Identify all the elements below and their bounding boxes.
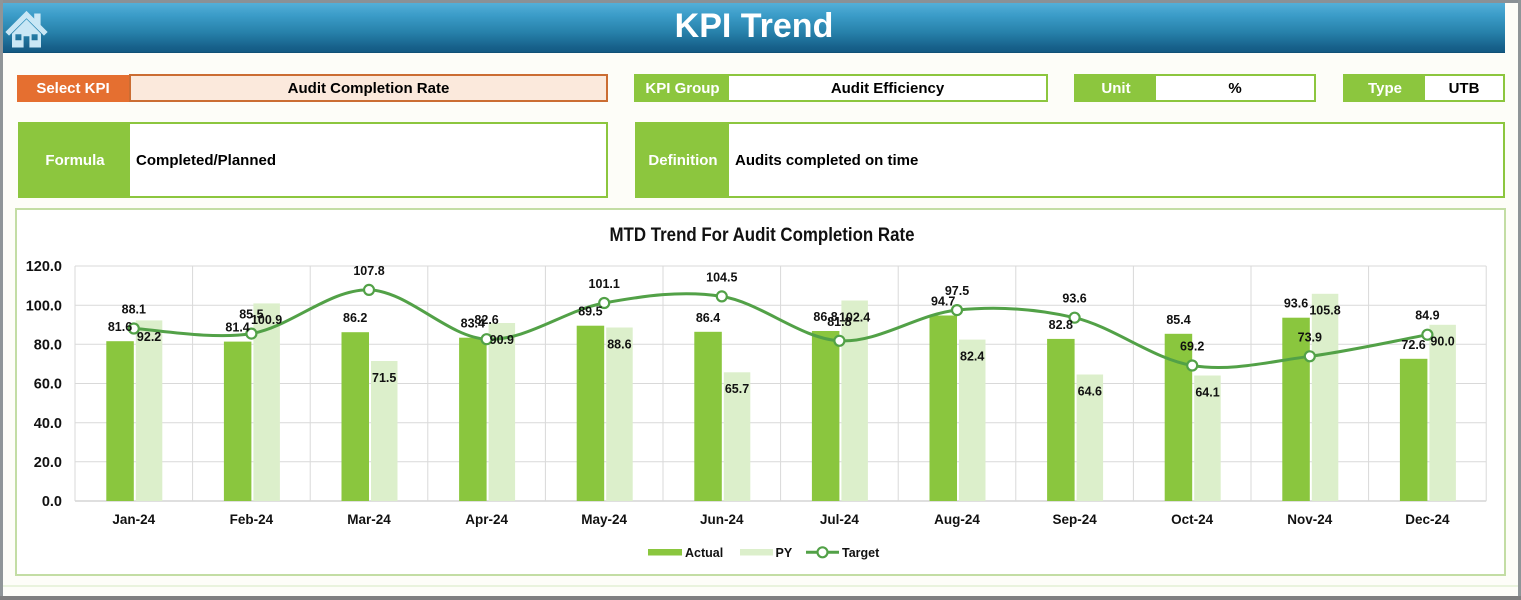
svg-text:83.4: 83.4 <box>461 317 485 331</box>
svg-text:Mar-24: Mar-24 <box>347 512 391 527</box>
svg-text:82.8: 82.8 <box>1049 318 1073 332</box>
svg-text:92.2: 92.2 <box>137 330 161 344</box>
svg-text:90.0: 90.0 <box>1430 335 1454 349</box>
svg-text:88.6: 88.6 <box>607 337 631 351</box>
svg-text:85.5: 85.5 <box>239 308 263 322</box>
svg-text:105.8: 105.8 <box>1309 304 1340 318</box>
svg-text:Jun-24: Jun-24 <box>700 512 744 527</box>
svg-text:Oct-24: Oct-24 <box>1171 512 1214 527</box>
svg-text:82.4: 82.4 <box>960 349 984 363</box>
svg-text:Target: Target <box>842 546 880 560</box>
svg-text:May-24: May-24 <box>581 512 627 527</box>
svg-text:Actual: Actual <box>685 546 723 560</box>
svg-text:81.6: 81.6 <box>108 320 132 334</box>
svg-text:Dec-24: Dec-24 <box>1405 512 1450 527</box>
svg-text:40.0: 40.0 <box>34 416 62 432</box>
svg-text:20.0: 20.0 <box>34 455 62 471</box>
svg-text:82.6: 82.6 <box>474 313 498 327</box>
svg-text:97.5: 97.5 <box>945 284 969 298</box>
svg-text:Feb-24: Feb-24 <box>230 512 274 527</box>
svg-text:69.2: 69.2 <box>1180 340 1204 354</box>
svg-text:Jan-24: Jan-24 <box>112 512 155 527</box>
svg-text:100.9: 100.9 <box>251 313 282 327</box>
svg-text:84.9: 84.9 <box>1415 309 1439 323</box>
svg-text:81.8: 81.8 <box>827 315 851 329</box>
svg-text:80.0: 80.0 <box>34 338 62 354</box>
svg-text:MTD Trend For Audit Completion: MTD Trend For Audit Completion Rate <box>610 225 915 246</box>
svg-text:101.1: 101.1 <box>589 277 620 291</box>
svg-text:86.2: 86.2 <box>343 311 367 325</box>
svg-text:65.7: 65.7 <box>725 382 749 396</box>
svg-text:93.6: 93.6 <box>1284 297 1308 311</box>
svg-text:85.4: 85.4 <box>1166 313 1190 327</box>
svg-text:Jul-24: Jul-24 <box>820 512 860 527</box>
svg-text:120.0: 120.0 <box>26 259 62 275</box>
svg-text:104.5: 104.5 <box>706 270 737 284</box>
svg-text:107.8: 107.8 <box>353 264 384 278</box>
svg-text:Aug-24: Aug-24 <box>934 512 980 527</box>
svg-text:PY: PY <box>776 546 793 560</box>
svg-text:Nov-24: Nov-24 <box>1287 512 1333 527</box>
svg-text:72.6: 72.6 <box>1401 338 1425 352</box>
svg-text:86.4: 86.4 <box>696 311 720 325</box>
svg-text:0.0: 0.0 <box>42 494 62 510</box>
svg-text:Sep-24: Sep-24 <box>1052 512 1097 527</box>
svg-text:93.6: 93.6 <box>1062 292 1086 306</box>
svg-text:71.5: 71.5 <box>372 371 396 385</box>
svg-text:89.5: 89.5 <box>578 305 602 319</box>
svg-text:81.4: 81.4 <box>225 321 249 335</box>
svg-text:90.9: 90.9 <box>490 333 514 347</box>
svg-text:60.0: 60.0 <box>34 377 62 393</box>
svg-text:64.1: 64.1 <box>1195 385 1219 399</box>
svg-text:86.8: 86.8 <box>813 310 837 324</box>
svg-text:102.4: 102.4 <box>839 310 870 324</box>
svg-text:100.0: 100.0 <box>26 298 62 314</box>
svg-text:94.7: 94.7 <box>931 295 955 309</box>
svg-text:Apr-24: Apr-24 <box>465 512 508 527</box>
svg-text:73.9: 73.9 <box>1298 330 1322 344</box>
svg-text:64.6: 64.6 <box>1078 384 1102 398</box>
svg-text:88.1: 88.1 <box>122 303 146 317</box>
